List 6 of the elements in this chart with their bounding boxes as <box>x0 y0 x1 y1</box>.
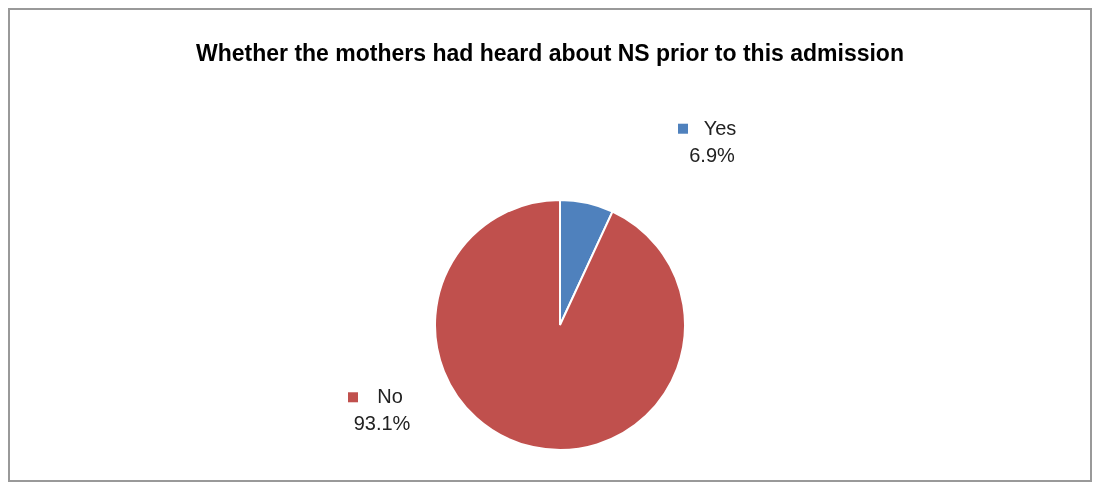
legend-label: No <box>377 385 403 408</box>
legend-label: Yes <box>703 116 737 139</box>
chart-title: Whether the mothers had heard about NS prior to this admission <box>195 40 905 67</box>
pie-slice <box>434 199 686 451</box>
data-label: 93.1% <box>353 412 411 435</box>
data-label: 6.9% <box>689 143 736 166</box>
